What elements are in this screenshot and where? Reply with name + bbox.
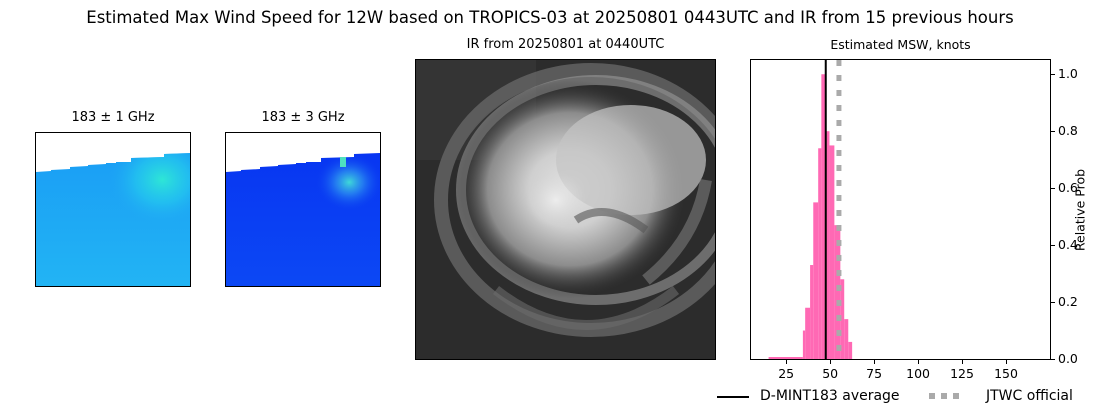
histogram-bar [848, 341, 853, 359]
x-tick-label: 125 [950, 366, 974, 381]
x-tick-mark [829, 360, 831, 364]
legend-solid-line-icon [717, 396, 749, 398]
x-tick-label: 75 [866, 366, 883, 381]
histogram-bar [834, 225, 841, 359]
histogram-bar [844, 319, 849, 359]
y-tick-label: 0.8 [1058, 123, 1078, 139]
figure-suptitle: Estimated Max Wind Speed for 12W based o… [86, 8, 1014, 27]
y-tick-mark [1051, 187, 1055, 189]
y-tick-mark [1051, 130, 1055, 132]
y-tick-label: 0.4 [1058, 237, 1078, 253]
y-axis-label: Relative Prob [1072, 168, 1088, 252]
x-tick-mark [785, 360, 787, 364]
y-tick-mark [1051, 73, 1055, 75]
mw-3ghz-title: 183 ± 3 GHz [261, 110, 345, 125]
x-tick-mark [873, 360, 875, 364]
y-tick-label: 1.0 [1058, 66, 1078, 82]
histogram-bar [826, 131, 830, 359]
ir-satellite-image [415, 59, 716, 360]
x-tick-mark [961, 360, 963, 364]
legend-dmint-label: D-MINT183 average [760, 388, 900, 404]
mw-3ghz-image [225, 132, 381, 287]
legend-dotted-line-icon [929, 393, 965, 399]
msw-histogram [750, 59, 1051, 360]
x-tick-label: 150 [994, 366, 1018, 381]
y-tick-label: 0.6 [1058, 180, 1078, 196]
y-tick-label: 0.2 [1058, 294, 1078, 310]
x-tick-mark [917, 360, 919, 364]
y-tick-mark [1051, 358, 1055, 360]
mw-1ghz-image [35, 132, 191, 287]
histogram-bar [813, 202, 819, 359]
histogram-bar [810, 265, 814, 359]
histogram-bar [821, 74, 826, 359]
y-tick-mark [1051, 301, 1055, 303]
x-tick-label: 50 [822, 366, 839, 381]
hist-title: Estimated MSW, knots [830, 37, 971, 52]
y-tick-mark [1051, 244, 1055, 246]
legend-jtwc-label: JTWC official [986, 388, 1073, 404]
ir-title: IR from 20250801 at 0440UTC [466, 37, 665, 52]
histogram-bar [805, 307, 811, 359]
histogram-bar [829, 145, 835, 359]
histogram-bar [802, 330, 806, 359]
x-tick-label: 100 [906, 366, 930, 381]
histogram-bar [768, 357, 803, 359]
x-tick-label: 25 [778, 366, 795, 381]
histogram-bar [840, 279, 845, 359]
histogram-bar [818, 148, 822, 359]
mw-1ghz-title: 183 ± 1 GHz [71, 110, 155, 125]
x-tick-mark [1005, 360, 1007, 364]
y-tick-label: 0.0 [1058, 351, 1078, 366]
